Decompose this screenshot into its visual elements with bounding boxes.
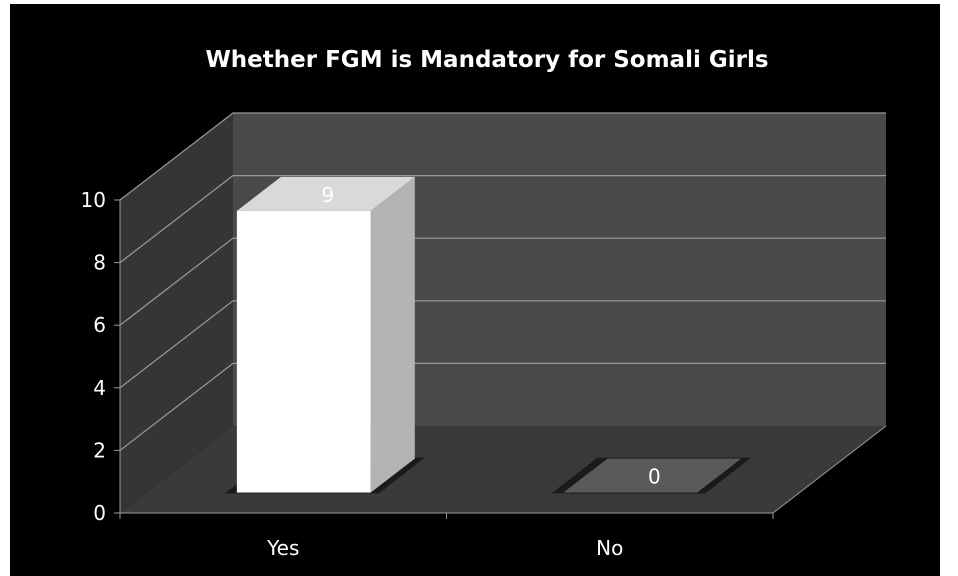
gridline	[119, 362, 886, 451]
x-tick-label: Yes	[266, 536, 299, 560]
bar-top	[236, 176, 415, 211]
data-label: 0	[648, 465, 661, 489]
plot-area: 0 2 4 6 8 10 9 Yes 0 No	[81, 112, 887, 560]
bar	[563, 458, 742, 493]
x-tick-label: No	[596, 536, 623, 560]
y-tick-label: 4	[93, 376, 106, 400]
chart-title: Whether FGM is Mandatory for Somali Girl…	[205, 47, 768, 73]
side-wall	[120, 113, 233, 513]
y-tick-label: 8	[93, 251, 106, 275]
y-tick-label: 6	[93, 313, 106, 337]
gridline	[119, 175, 886, 264]
bar-side	[370, 176, 415, 493]
floor-edge	[772, 425, 887, 514]
y-tick-label: 2	[93, 438, 106, 462]
y-tick-label: 10	[81, 188, 106, 212]
floor	[120, 426, 886, 513]
gridline	[119, 300, 886, 389]
bar	[236, 210, 371, 493]
y-tick-label: 0	[93, 501, 106, 525]
gridline	[119, 112, 886, 201]
data-label: 9	[321, 183, 334, 207]
gridline	[119, 237, 886, 326]
